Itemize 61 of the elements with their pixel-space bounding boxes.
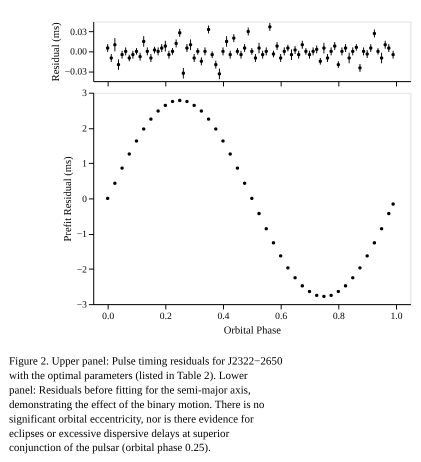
point (391, 202, 395, 206)
point (185, 100, 189, 104)
point (308, 290, 312, 294)
x-tick-label: 0.8 (332, 311, 346, 322)
y-axis-title: Prefit Residual (ms) (62, 156, 74, 242)
point (206, 117, 210, 121)
y-tick-label: −0.03 (64, 66, 88, 78)
point (322, 294, 326, 298)
y-tick-label: 0 (82, 194, 88, 205)
point (164, 104, 167, 108)
point (250, 196, 254, 200)
point (300, 284, 304, 288)
point (214, 127, 218, 131)
point (120, 166, 124, 170)
x-tick-label: 0.6 (275, 311, 288, 322)
point (236, 166, 240, 170)
caption: Figure 2. Upper panel: Pulse timing residuals for J2322−2650 with the optimal parameters (listed in Table 2). Lower panel: Residuals before fitting for the semi-major axis, demonstrating the effect of the binary motion. There is no significant orbital eccentricity, nor is there evidence for eclipses or excessive dispersive delays at superior conjunction of the pulsar (orbital phase 0.25). (8, 356, 283, 454)
point (293, 276, 297, 280)
point (272, 241, 276, 245)
y-tick-label: 0.00 (70, 46, 88, 58)
point (329, 294, 333, 298)
point (336, 290, 340, 294)
point (200, 109, 204, 113)
point (221, 139, 225, 143)
x-tick-label: 0.0 (102, 311, 114, 322)
y-tick-label: 2 (82, 123, 88, 134)
point (156, 109, 160, 113)
point (113, 182, 117, 185)
point (315, 294, 318, 298)
point (149, 117, 153, 121)
x-tick-label: 0.2 (160, 311, 172, 322)
x-tick-label: 0.4 (217, 311, 230, 322)
y-tick-label: −3 (76, 300, 88, 311)
point (380, 227, 384, 230)
y-tick-label: 0.03 (70, 26, 88, 38)
x-tick-label: 1.0 (390, 311, 403, 322)
point (128, 152, 131, 156)
x-axis-title: Orbital Phase (224, 325, 282, 336)
point (142, 127, 146, 131)
point (286, 266, 290, 270)
point (279, 254, 282, 258)
point (344, 284, 348, 288)
point (257, 212, 261, 216)
point (387, 212, 390, 216)
point (264, 227, 268, 230)
point (134, 139, 138, 143)
point (170, 100, 174, 104)
y-tick-label: −1 (76, 229, 88, 240)
point (351, 276, 354, 280)
point (178, 98, 182, 102)
point (366, 254, 369, 258)
y-axis-title: Residual (ms) (50, 22, 62, 82)
point (192, 104, 196, 108)
point (242, 182, 246, 185)
y-tick-label: −2 (76, 264, 88, 276)
point (358, 266, 362, 270)
point (228, 152, 232, 156)
point (106, 196, 110, 200)
y-tick-label: 1 (82, 158, 88, 170)
point (372, 241, 376, 245)
y-tick-label: 3 (82, 88, 88, 100)
